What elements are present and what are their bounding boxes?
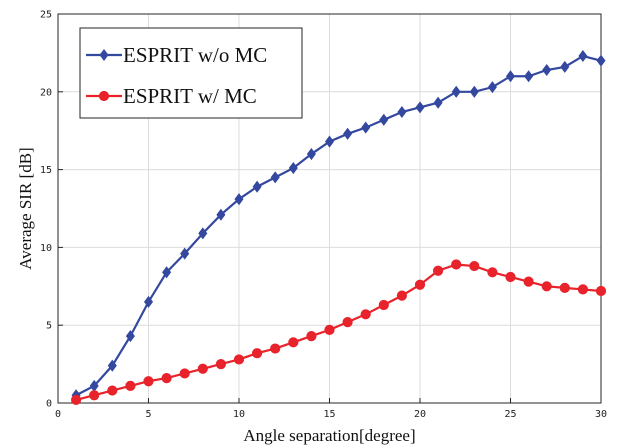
data-point	[306, 330, 317, 342]
series-layer	[71, 49, 607, 405]
data-point	[216, 208, 226, 221]
data-point	[107, 359, 117, 372]
y-tick-label: 25	[40, 10, 52, 21]
y-tick-label: 20	[40, 87, 52, 98]
data-point	[215, 359, 226, 370]
data-point	[107, 385, 118, 396]
series-1	[71, 49, 606, 402]
data-point	[524, 70, 534, 83]
series-2	[71, 259, 607, 405]
data-point	[180, 247, 190, 260]
data-point	[361, 121, 371, 134]
data-point	[379, 113, 389, 126]
legend-item: ESPRIT w/ MC	[86, 84, 257, 108]
data-point	[560, 60, 570, 73]
data-point	[469, 85, 479, 98]
legend-label: ESPRIT w/ MC	[123, 84, 257, 108]
data-point	[270, 343, 281, 354]
data-point	[306, 148, 316, 161]
y-tick-label: 5	[46, 321, 52, 332]
x-tick-label: 20	[414, 409, 426, 420]
data-point	[397, 105, 407, 119]
data-point	[577, 284, 589, 295]
x-tick-label: 10	[233, 409, 245, 420]
data-point	[252, 180, 262, 193]
x-tick-label: 15	[323, 409, 335, 420]
legend-marker	[99, 48, 109, 62]
data-point	[469, 260, 480, 272]
data-point	[505, 271, 516, 283]
data-point	[162, 266, 172, 279]
data-point	[288, 162, 298, 175]
x-axis-title: Angle separation[degree]	[243, 426, 415, 445]
axis-ticks: 0 5 10 15 20 25 30 0 5 10 15 20 25	[40, 10, 607, 421]
data-point	[71, 394, 82, 405]
data-point	[487, 267, 498, 278]
data-point	[451, 259, 462, 270]
data-point	[233, 354, 245, 365]
data-point	[487, 81, 497, 94]
y-tick-label: 10	[40, 243, 52, 254]
series-line	[75, 263, 602, 401]
data-point	[342, 316, 353, 328]
data-point	[198, 227, 208, 240]
legend: ESPRIT w/o MC ESPRIT w/ MC	[79, 27, 303, 119]
data-point	[505, 70, 516, 83]
data-point	[324, 135, 335, 148]
y-axis-title: Average SIR [dB]	[16, 147, 35, 269]
data-point	[161, 373, 172, 384]
data-point	[143, 295, 154, 308]
data-point	[559, 282, 570, 293]
data-point	[89, 390, 100, 401]
data-point	[451, 85, 461, 98]
data-point	[378, 299, 389, 311]
data-point	[542, 63, 552, 77]
data-point	[125, 330, 135, 343]
x-tick-label: 30	[595, 409, 607, 420]
data-point	[143, 376, 154, 387]
data-point	[433, 96, 443, 109]
x-tick-label: 0	[55, 409, 61, 420]
data-point	[360, 309, 371, 320]
data-point	[288, 337, 299, 348]
data-point	[125, 380, 136, 391]
x-tick-label: 5	[145, 409, 151, 420]
data-point	[396, 290, 407, 301]
x-tick-label: 25	[504, 409, 516, 420]
data-point	[415, 101, 425, 114]
data-point	[414, 279, 426, 290]
legend-label: ESPRIT w/o MC	[123, 43, 267, 67]
data-point	[523, 276, 534, 287]
data-point	[596, 54, 606, 67]
y-tick-label: 15	[40, 165, 52, 176]
data-point	[252, 348, 263, 359]
legend-item: ESPRIT w/o MC	[86, 43, 267, 67]
data-point	[433, 265, 444, 276]
data-point	[179, 368, 190, 379]
data-point	[541, 281, 552, 292]
legend-marker	[98, 90, 110, 102]
data-point	[234, 193, 244, 206]
data-point	[578, 49, 588, 63]
legend-box	[79, 27, 303, 119]
data-point	[343, 127, 353, 140]
data-point	[197, 363, 208, 374]
y-tick-label: 0	[46, 399, 52, 410]
data-point	[324, 324, 335, 335]
data-point	[270, 171, 280, 184]
data-point	[595, 285, 607, 297]
